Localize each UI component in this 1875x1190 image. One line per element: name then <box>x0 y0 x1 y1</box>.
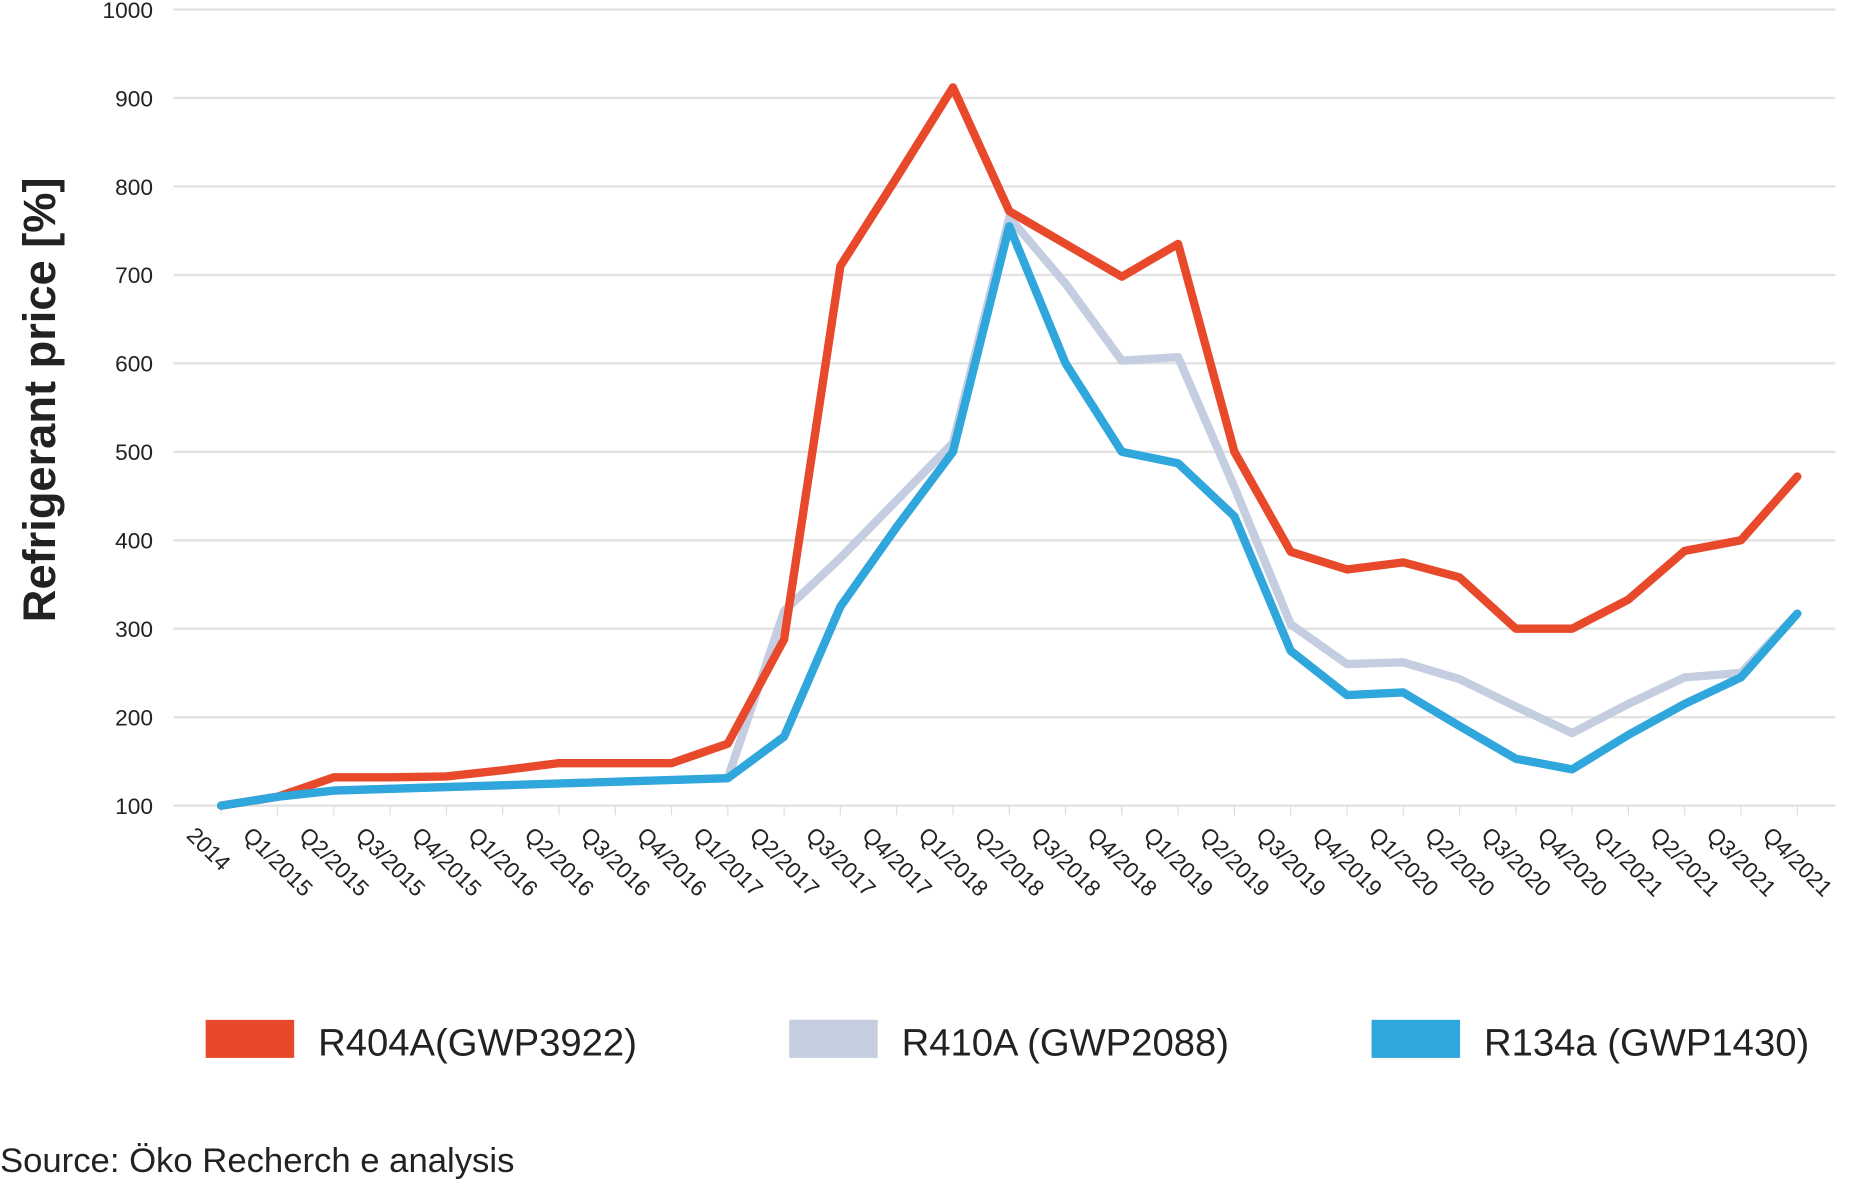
x-axis-ticks: 2014 Q1/2015Q2/2015Q3/2015Q4/2015Q1/2016Q… <box>182 805 1838 901</box>
y-tick-label: 100 <box>115 793 153 819</box>
y-tick-label: 200 <box>115 705 153 731</box>
legend-label: R404A(GWP3922) <box>318 1022 637 1065</box>
x-tick-label: 2014 <box>182 822 236 876</box>
legend-item: R134a (GWP1430) <box>1371 1019 1809 1065</box>
legend-item: R404A(GWP3922) <box>205 1019 637 1065</box>
legend-item: R410A (GWP2088) <box>789 1019 1229 1065</box>
legend-label: R134a (GWP1430) <box>1484 1022 1809 1065</box>
y-tick-label: 700 <box>115 262 153 288</box>
y-tick-label: 600 <box>115 351 153 377</box>
series-lines <box>217 83 1802 810</box>
legend-label: R410A (GWP2088) <box>902 1022 1229 1065</box>
y-axis-label: Refrigerant price [%] <box>14 177 65 622</box>
source-note: Source: Öko Recherch e analysis <box>0 1142 514 1180</box>
y-tick-label: 300 <box>115 616 153 642</box>
gridlines <box>173 8 1836 807</box>
y-tick-label: 500 <box>115 439 153 465</box>
legend: R404A(GWP3922) R410A (GWP2088) R134a (GWP1… <box>205 1019 1809 1065</box>
legend-swatch <box>1371 1019 1461 1058</box>
y-axis-ticks: 100 200 300 400 500 600 700 800 900 1000 <box>103 0 154 819</box>
series-line-r404a <box>217 83 1802 810</box>
series-line-r134a <box>217 222 1802 810</box>
y-tick-label: 1000 <box>103 0 154 23</box>
legend-swatch <box>205 1019 295 1058</box>
y-tick-label: 900 <box>115 85 153 111</box>
legend-swatch <box>789 1019 878 1058</box>
y-tick-label: 800 <box>115 174 153 200</box>
y-tick-label: 400 <box>115 528 153 554</box>
